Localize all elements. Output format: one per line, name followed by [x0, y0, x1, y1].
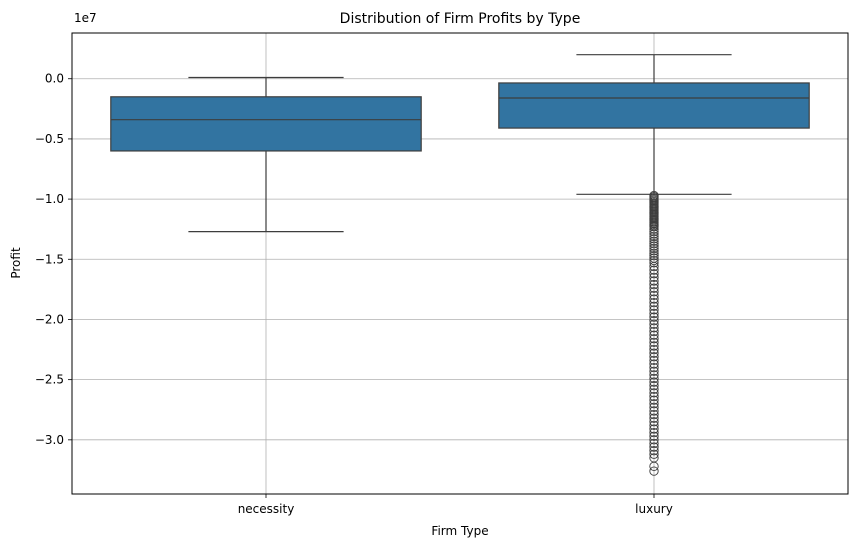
outlier-point	[649, 308, 659, 319]
x-tick-label: necessity	[238, 502, 295, 516]
outlier-point	[649, 442, 659, 452]
outlier-point	[649, 355, 659, 366]
chart-title: Distribution of Firm Profits by Type	[340, 11, 581, 27]
outlier-point	[649, 388, 659, 398]
outlier-point	[649, 417, 659, 427]
outlier-point	[649, 449, 659, 459]
outlier-point	[649, 344, 659, 355]
x-axis-label: Firm Type	[431, 524, 488, 538]
outlier-point	[649, 297, 659, 308]
outlier-point	[649, 402, 659, 412]
outliers	[649, 190, 659, 476]
outlier-point	[649, 255, 659, 266]
y-tick-label: −2.5	[35, 373, 64, 387]
y-tick-label: 0.0	[45, 72, 64, 86]
outlier-point	[649, 234, 659, 244]
outlier-point	[649, 294, 659, 304]
outlier-point	[649, 413, 659, 423]
box-necessity	[110, 76, 422, 233]
outlier-point	[649, 377, 659, 387]
y-tick-label: −0.5	[35, 132, 64, 146]
outlier-point	[649, 348, 659, 358]
outlier-point	[649, 261, 659, 272]
outlier-point	[649, 287, 659, 297]
outlier-point	[649, 283, 659, 293]
outlier-point	[649, 258, 659, 268]
outlier-point	[649, 334, 659, 344]
outlier-point	[649, 330, 659, 340]
plot-area-frame	[71, 32, 849, 495]
outlier-point	[649, 370, 659, 380]
outlier-point	[649, 427, 659, 438]
outlier-point	[649, 337, 659, 347]
outlier-point	[649, 312, 659, 322]
outlier-point	[649, 229, 659, 239]
iqr-box	[498, 82, 810, 129]
outlier-point	[649, 224, 659, 234]
outlier-point	[649, 420, 659, 431]
y-offset-label: 1e7	[74, 11, 97, 25]
outlier-point	[649, 466, 659, 476]
outlier-point	[649, 438, 659, 449]
outlier-point	[649, 461, 659, 471]
outlier-point	[649, 301, 659, 311]
outlier-point	[649, 231, 659, 242]
outlier-point	[649, 446, 659, 456]
outlier-point	[649, 326, 659, 337]
outlier-point	[649, 276, 659, 286]
y-tick-label: −2.0	[35, 312, 64, 326]
y-tick-label: −3.0	[35, 433, 64, 447]
outlier-point	[649, 362, 659, 373]
outlier-point	[649, 279, 659, 290]
outlier-point	[649, 341, 659, 351]
outlier-point	[649, 366, 659, 376]
outlier-point	[649, 381, 659, 391]
x-tick-label: luxury	[635, 502, 673, 516]
outlier-point	[649, 359, 659, 369]
outlier-point	[649, 248, 659, 258]
outlier-point	[649, 406, 659, 416]
outlier-point	[649, 243, 659, 254]
outlier-point	[649, 373, 659, 384]
boxes	[110, 54, 810, 233]
outlier-point	[649, 305, 659, 315]
outlier-point	[649, 384, 659, 394]
outlier-point	[649, 290, 659, 301]
iqr-box	[110, 96, 422, 152]
outlier-point	[649, 435, 659, 445]
outlier-point	[649, 431, 659, 441]
outlier-point	[649, 399, 659, 409]
y-tick-label: −1.5	[35, 252, 64, 266]
outlier-point	[649, 246, 659, 256]
outlier-point	[649, 241, 659, 251]
outlier-point	[649, 236, 659, 246]
outlier-point	[649, 272, 659, 282]
outlier-point	[649, 424, 659, 434]
axis-ticks: 0.0 −0.5 −1.0 −1.5 −2.0 −2.5 −3.0 necessity luxu…	[35, 72, 673, 516]
outlier-point	[649, 319, 659, 329]
y-axis-label: Profit	[9, 247, 23, 279]
outlier-point	[649, 391, 659, 402]
outlier-point	[649, 323, 659, 333]
outlier-point	[649, 251, 659, 261]
outlier-point	[649, 352, 659, 362]
outlier-point	[649, 226, 659, 237]
outlier-point	[649, 265, 659, 275]
outlier-point	[649, 238, 659, 249]
y-tick-label: −1.0	[35, 192, 64, 206]
box-luxury	[498, 54, 810, 195]
outlier-point	[649, 222, 659, 232]
outlier-point	[649, 409, 659, 420]
outlier-point	[649, 395, 659, 405]
outlier-point	[649, 269, 659, 279]
outlier-point	[649, 316, 659, 326]
